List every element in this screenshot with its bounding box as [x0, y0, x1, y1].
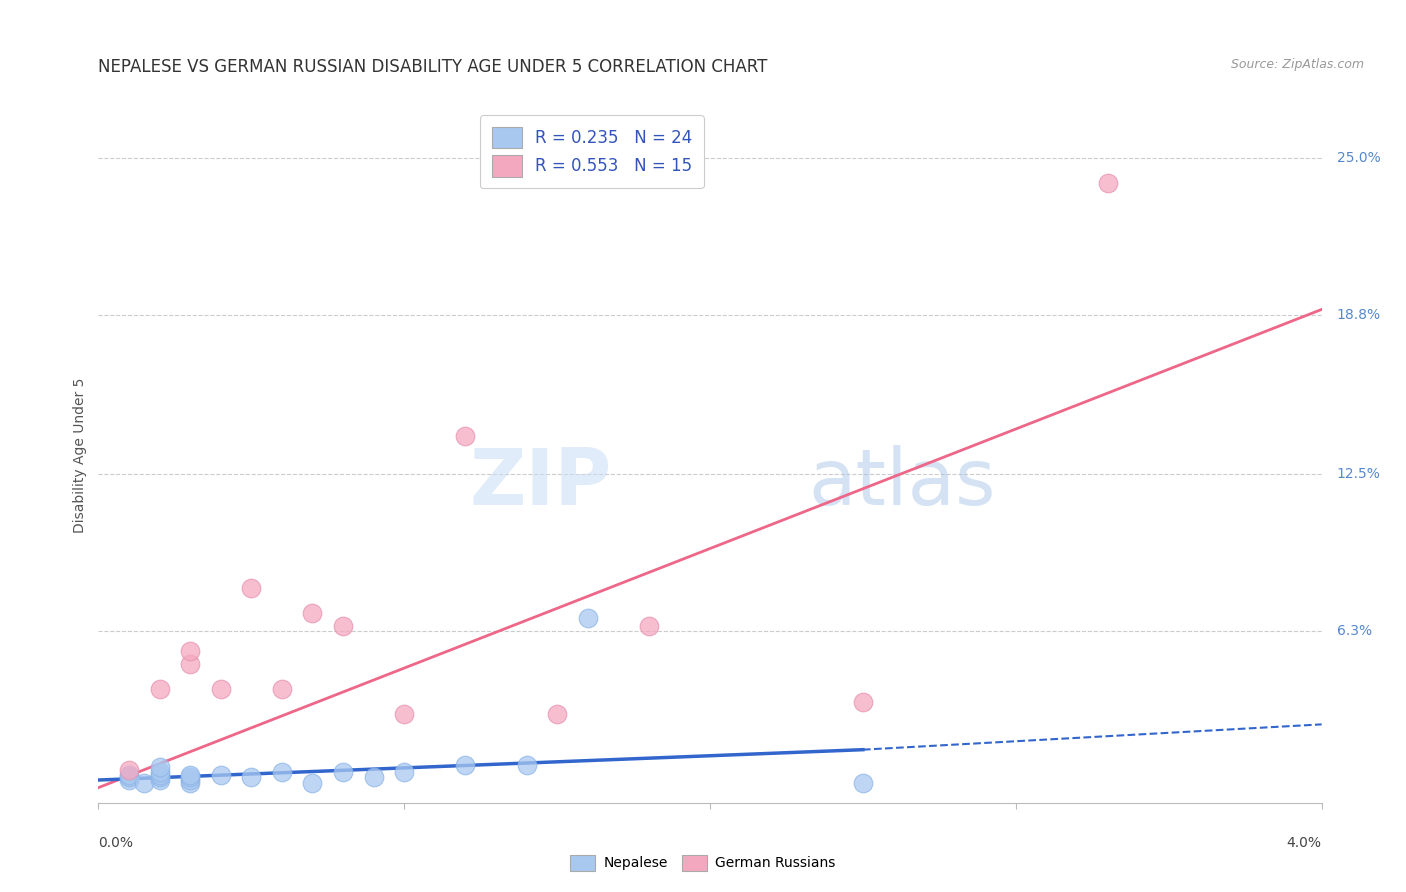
- Text: 18.8%: 18.8%: [1337, 308, 1381, 321]
- Point: [454, 757, 477, 772]
- Point: [118, 763, 141, 777]
- Y-axis label: Disability Age Under 5: Disability Age Under 5: [73, 377, 87, 533]
- Point: [637, 618, 661, 632]
- Text: 25.0%: 25.0%: [1337, 151, 1381, 165]
- Point: [392, 707, 416, 722]
- Point: [852, 775, 875, 789]
- Point: [118, 768, 141, 782]
- Point: [118, 771, 141, 785]
- Point: [209, 681, 232, 696]
- Text: 0.0%: 0.0%: [98, 836, 134, 850]
- Text: atlas: atlas: [808, 445, 995, 521]
- Point: [149, 681, 172, 696]
- Text: NEPALESE VS GERMAN RUSSIAN DISABILITY AGE UNDER 5 CORRELATION CHART: NEPALESE VS GERMAN RUSSIAN DISABILITY AG…: [98, 58, 768, 76]
- Legend: R = 0.235   N = 24, R = 0.553   N = 15: R = 0.235 N = 24, R = 0.553 N = 15: [479, 115, 704, 188]
- Text: 12.5%: 12.5%: [1337, 467, 1381, 481]
- Point: [149, 768, 172, 782]
- Point: [363, 771, 385, 785]
- Text: ZIP: ZIP: [470, 445, 612, 521]
- Point: [209, 768, 232, 782]
- Point: [118, 772, 141, 787]
- Point: [332, 618, 354, 632]
- Point: [516, 757, 538, 772]
- Point: [1097, 176, 1119, 190]
- Point: [149, 771, 172, 785]
- Point: [179, 657, 201, 671]
- Point: [546, 707, 568, 722]
- Point: [179, 775, 201, 789]
- Point: [301, 775, 323, 789]
- Point: [301, 606, 323, 620]
- Point: [576, 611, 599, 625]
- Point: [179, 768, 201, 782]
- Point: [392, 765, 416, 780]
- Point: [270, 681, 294, 696]
- Point: [852, 695, 875, 709]
- Point: [149, 760, 172, 774]
- Point: [179, 771, 201, 785]
- Point: [179, 644, 201, 658]
- Point: [149, 772, 172, 787]
- Point: [179, 772, 201, 787]
- Point: [454, 429, 477, 443]
- Point: [270, 765, 294, 780]
- Point: [240, 771, 263, 785]
- Point: [134, 775, 156, 789]
- Point: [149, 765, 172, 780]
- Legend: Nepalese, German Russians: Nepalese, German Russians: [565, 849, 841, 876]
- Text: Source: ZipAtlas.com: Source: ZipAtlas.com: [1230, 58, 1364, 71]
- Text: 4.0%: 4.0%: [1286, 836, 1322, 850]
- Point: [332, 765, 354, 780]
- Text: 6.3%: 6.3%: [1337, 624, 1372, 638]
- Point: [240, 581, 263, 595]
